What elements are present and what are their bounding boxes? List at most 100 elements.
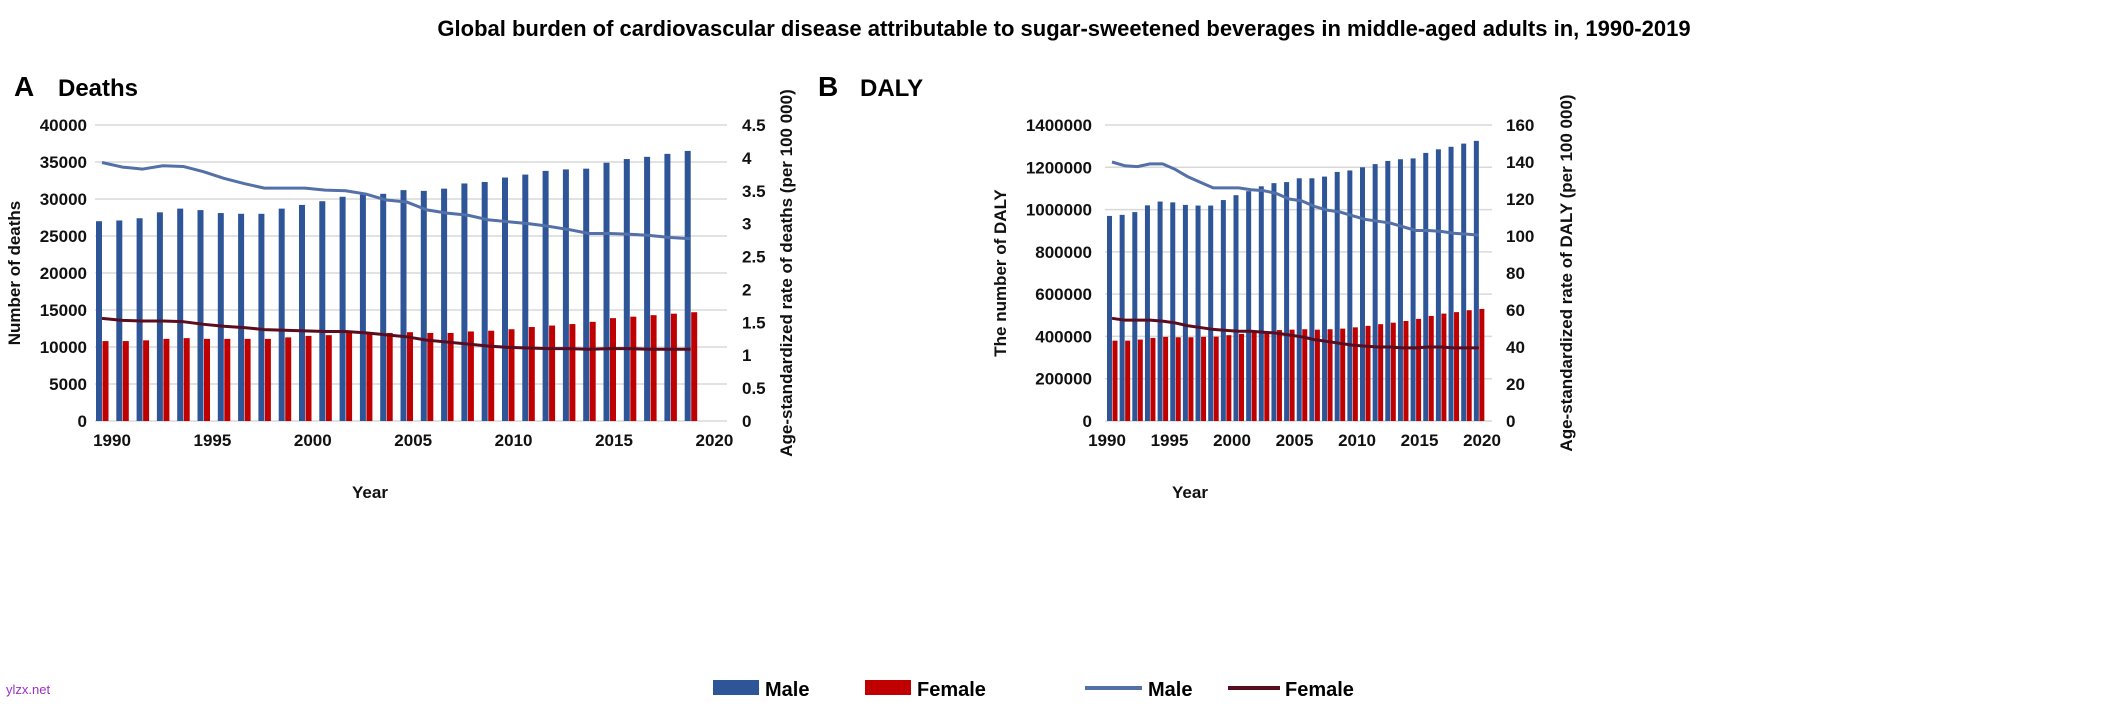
y2-tick-label: 80	[1506, 264, 1525, 283]
bar-male-2004	[1284, 182, 1290, 421]
bar-female-2002	[346, 332, 353, 421]
bar-male-1995	[1170, 202, 1176, 421]
y2-tick-label: 3	[742, 215, 751, 234]
bar-female-1999	[1226, 335, 1232, 421]
bar-female-2001	[325, 335, 332, 421]
y-tick-label: 25000	[40, 227, 87, 246]
y2-tick-label: 20	[1506, 375, 1525, 394]
x-tick-label: 2010	[1338, 431, 1376, 450]
panel-title: Deaths	[58, 75, 138, 102]
y2-tick-label: 40	[1506, 338, 1525, 357]
bar-male-2017	[1448, 146, 1454, 421]
y-tick-label: 1200000	[1026, 158, 1092, 177]
bar-female-1998	[1213, 336, 1219, 421]
y2-tick-label: 100	[1506, 227, 1534, 246]
y-tick-label: 20000	[40, 264, 87, 283]
bar-female-2001	[1251, 332, 1257, 421]
bar-female-2009	[488, 330, 495, 421]
bar-female-2000	[1239, 333, 1244, 421]
legend-swatch-female-bar	[865, 680, 911, 695]
bar-female-2006	[427, 332, 434, 421]
bar-female-2016	[1441, 313, 1447, 421]
bar-female-1997	[244, 338, 251, 421]
bar-male-2015	[1423, 152, 1429, 421]
y2-tick-label: 1.5	[742, 313, 766, 332]
y-axis-title: The number of DALY	[991, 189, 1010, 357]
bar-male-2018	[664, 153, 671, 422]
x-tick-label: 1990	[93, 431, 131, 450]
panel-title: DALY	[860, 75, 923, 102]
y-tick-label: 40000	[40, 116, 87, 135]
y2-tick-label: 160	[1506, 116, 1534, 135]
bar-male-1996	[217, 213, 224, 421]
bar-male-2017	[644, 156, 651, 421]
bar-female-2010	[508, 329, 515, 421]
y2-tick-label: 120	[1506, 190, 1534, 209]
x-tick-label: 2005	[1276, 431, 1314, 450]
bar-female-2014	[589, 321, 596, 421]
figure-title: Global burden of cardiovascular disease …	[437, 16, 1690, 41]
bar-male-2012	[542, 170, 549, 421]
bar-male-2011	[1372, 164, 1378, 421]
bar-male-2014	[583, 168, 590, 421]
x-tick-label: 2010	[495, 431, 533, 450]
bar-male-1999	[1220, 200, 1226, 421]
bar-female-2011	[528, 327, 535, 421]
bar-female-2011	[1378, 324, 1384, 421]
bar-female-2017	[1454, 312, 1460, 421]
x-tick-label: 1990	[1088, 431, 1126, 450]
bar-female-2017	[650, 315, 657, 421]
x-tick-label: 2000	[1213, 431, 1251, 450]
bar-male-2003	[1271, 183, 1277, 421]
y-tick-label: 35000	[40, 153, 87, 172]
bar-female-1995	[204, 338, 210, 421]
bar-male-2002	[339, 196, 346, 421]
x-tick-label: 2015	[1401, 431, 1439, 450]
bar-female-2015	[610, 318, 616, 421]
y2-axis-title: Age-standardized rate of DALY (per 100 0…	[1557, 94, 1576, 451]
bar-male-2003	[359, 194, 366, 421]
bar-female-1992	[1137, 339, 1143, 421]
bar-male-2010	[502, 177, 508, 421]
x-tick-label: 1995	[1151, 431, 1189, 450]
x-tick-label: 1995	[193, 431, 231, 450]
bar-female-2008	[1340, 328, 1346, 421]
panel-letter: A	[14, 71, 34, 102]
bar-male-2010	[1360, 167, 1365, 421]
y2-tick-label: 0.5	[742, 379, 766, 398]
bar-male-2008	[461, 183, 468, 421]
bar-male-1998	[1208, 205, 1214, 421]
y2-tick-label: 0	[1506, 412, 1515, 431]
y2-tick-label: 4.5	[742, 116, 766, 135]
bar-male-2009	[481, 181, 488, 421]
bar-male-1997	[238, 213, 245, 421]
y-tick-label: 0	[1083, 412, 1092, 431]
y2-tick-label: 1	[742, 346, 751, 365]
x-tick-label: 2015	[595, 431, 633, 450]
bar-male-2007	[1322, 176, 1328, 421]
bar-female-2002	[1264, 331, 1270, 421]
bar-female-2007	[447, 332, 454, 421]
bar-female-2008	[467, 331, 474, 421]
bar-male-2019	[684, 150, 691, 421]
bar-male-2001	[319, 201, 326, 421]
watermark: ylzx.net	[6, 682, 50, 697]
y-tick-label: 15000	[40, 301, 87, 320]
bar-female-2010	[1365, 325, 1371, 421]
y-axis-title: Number of deaths	[5, 201, 24, 346]
bar-male-2008	[1334, 171, 1340, 421]
bar-male-1992	[1132, 212, 1138, 421]
bar-female-1990	[102, 341, 109, 421]
bar-female-1990	[1112, 340, 1118, 421]
y-tick-label: 600000	[1035, 285, 1092, 304]
bar-male-1994	[1157, 201, 1163, 421]
bar-female-1996	[1188, 337, 1194, 421]
bar-male-2005	[1296, 178, 1302, 421]
bar-male-2013	[562, 169, 569, 421]
x-tick-label: 2020	[1463, 431, 1501, 450]
bar-female-2000	[305, 335, 312, 421]
bar-female-2013	[1403, 320, 1409, 421]
y2-axis-title: Age-standardized rate of deaths (per 100…	[777, 89, 796, 457]
bar-female-2005	[407, 332, 413, 421]
bar-female-2006	[1314, 329, 1320, 421]
